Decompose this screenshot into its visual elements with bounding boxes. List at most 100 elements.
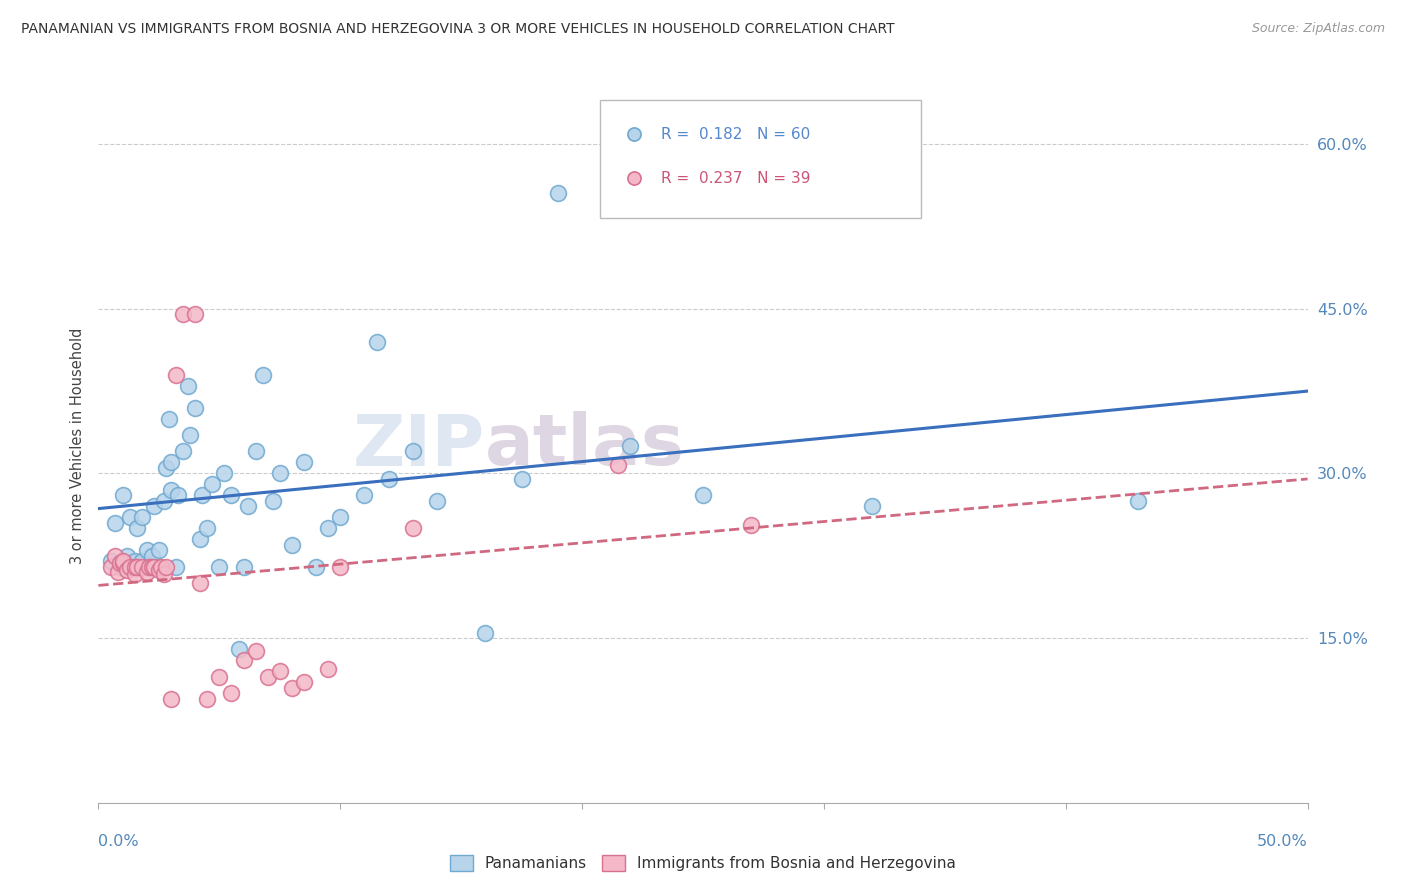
Point bbox=[195, 521, 218, 535]
Point bbox=[138, 559, 160, 574]
Point bbox=[184, 307, 207, 321]
Point bbox=[426, 494, 449, 508]
Point bbox=[111, 554, 134, 568]
Point bbox=[377, 472, 399, 486]
Point bbox=[740, 518, 762, 533]
Point bbox=[155, 559, 177, 574]
Point bbox=[191, 488, 214, 502]
Point bbox=[111, 557, 134, 571]
Point bbox=[402, 521, 425, 535]
Text: R =  0.182   N = 60: R = 0.182 N = 60 bbox=[661, 127, 810, 142]
Point bbox=[221, 488, 243, 502]
Point bbox=[184, 401, 207, 415]
Point bbox=[148, 543, 170, 558]
Point bbox=[100, 559, 122, 574]
Point bbox=[262, 494, 284, 508]
Point bbox=[152, 494, 174, 508]
Point bbox=[143, 559, 166, 574]
Point bbox=[143, 500, 166, 514]
Point bbox=[316, 662, 339, 676]
Point bbox=[188, 533, 211, 547]
Point bbox=[269, 467, 291, 481]
Point bbox=[157, 411, 180, 425]
Point bbox=[316, 521, 339, 535]
Point bbox=[160, 483, 183, 497]
Text: Source: ZipAtlas.com: Source: ZipAtlas.com bbox=[1251, 22, 1385, 36]
Point bbox=[353, 488, 375, 502]
Point bbox=[165, 368, 187, 382]
Point bbox=[124, 559, 146, 574]
Point bbox=[281, 681, 304, 695]
Point bbox=[177, 378, 200, 392]
Point bbox=[135, 559, 157, 574]
Point bbox=[329, 510, 352, 524]
Point bbox=[547, 186, 569, 201]
Point bbox=[127, 521, 149, 535]
Point bbox=[212, 467, 235, 481]
Point bbox=[179, 428, 201, 442]
Point bbox=[152, 567, 174, 582]
Point bbox=[692, 488, 714, 502]
Point bbox=[208, 669, 231, 683]
Point bbox=[104, 549, 127, 563]
Point bbox=[510, 472, 533, 486]
Point bbox=[188, 576, 211, 591]
Point bbox=[305, 559, 328, 574]
Point bbox=[148, 563, 170, 577]
Point bbox=[366, 334, 388, 349]
Point bbox=[474, 625, 496, 640]
Text: ZIP: ZIP bbox=[353, 411, 485, 481]
Text: 50.0%: 50.0% bbox=[1257, 834, 1308, 849]
Point bbox=[127, 559, 149, 574]
Text: 0.0%: 0.0% bbox=[98, 834, 139, 849]
Point bbox=[208, 559, 231, 574]
Legend: Panamanians, Immigrants from Bosnia and Herzegovina: Panamanians, Immigrants from Bosnia and … bbox=[444, 849, 962, 877]
Point bbox=[232, 559, 254, 574]
Y-axis label: 3 or more Vehicles in Household: 3 or more Vehicles in Household bbox=[70, 328, 86, 564]
Point bbox=[252, 368, 274, 382]
Point bbox=[281, 538, 304, 552]
Point bbox=[131, 559, 153, 574]
Point bbox=[141, 559, 163, 574]
Text: R =  0.237   N = 39: R = 0.237 N = 39 bbox=[661, 171, 810, 186]
Point bbox=[201, 477, 224, 491]
Point bbox=[292, 675, 315, 690]
FancyBboxPatch shape bbox=[600, 100, 921, 218]
Point bbox=[155, 461, 177, 475]
Point bbox=[100, 554, 122, 568]
Point bbox=[111, 554, 134, 568]
Point bbox=[124, 554, 146, 568]
Point bbox=[256, 669, 278, 683]
Point bbox=[860, 500, 883, 514]
Point bbox=[165, 559, 187, 574]
Point bbox=[1128, 494, 1150, 508]
Point bbox=[221, 686, 243, 700]
Point bbox=[160, 691, 183, 706]
Point bbox=[111, 488, 134, 502]
Point bbox=[269, 664, 291, 678]
Point bbox=[172, 307, 194, 321]
Point bbox=[124, 567, 146, 582]
Point bbox=[619, 439, 641, 453]
Point bbox=[195, 691, 218, 706]
Point bbox=[141, 549, 163, 563]
Point bbox=[245, 644, 267, 658]
Point bbox=[607, 458, 630, 472]
Point bbox=[228, 642, 250, 657]
Point bbox=[292, 455, 315, 469]
Point bbox=[135, 566, 157, 580]
Text: PANAMANIAN VS IMMIGRANTS FROM BOSNIA AND HERZEGOVINA 3 OR MORE VEHICLES IN HOUSE: PANAMANIAN VS IMMIGRANTS FROM BOSNIA AND… bbox=[21, 22, 894, 37]
Point bbox=[232, 653, 254, 667]
Point bbox=[108, 557, 131, 571]
Point bbox=[131, 554, 153, 568]
Point bbox=[117, 563, 139, 577]
Point bbox=[148, 559, 170, 574]
Point bbox=[402, 444, 425, 458]
Point bbox=[135, 543, 157, 558]
Point bbox=[150, 559, 173, 574]
Point bbox=[167, 488, 190, 502]
Point bbox=[104, 516, 127, 530]
Point bbox=[131, 510, 153, 524]
Point bbox=[117, 549, 139, 563]
Point bbox=[245, 444, 267, 458]
